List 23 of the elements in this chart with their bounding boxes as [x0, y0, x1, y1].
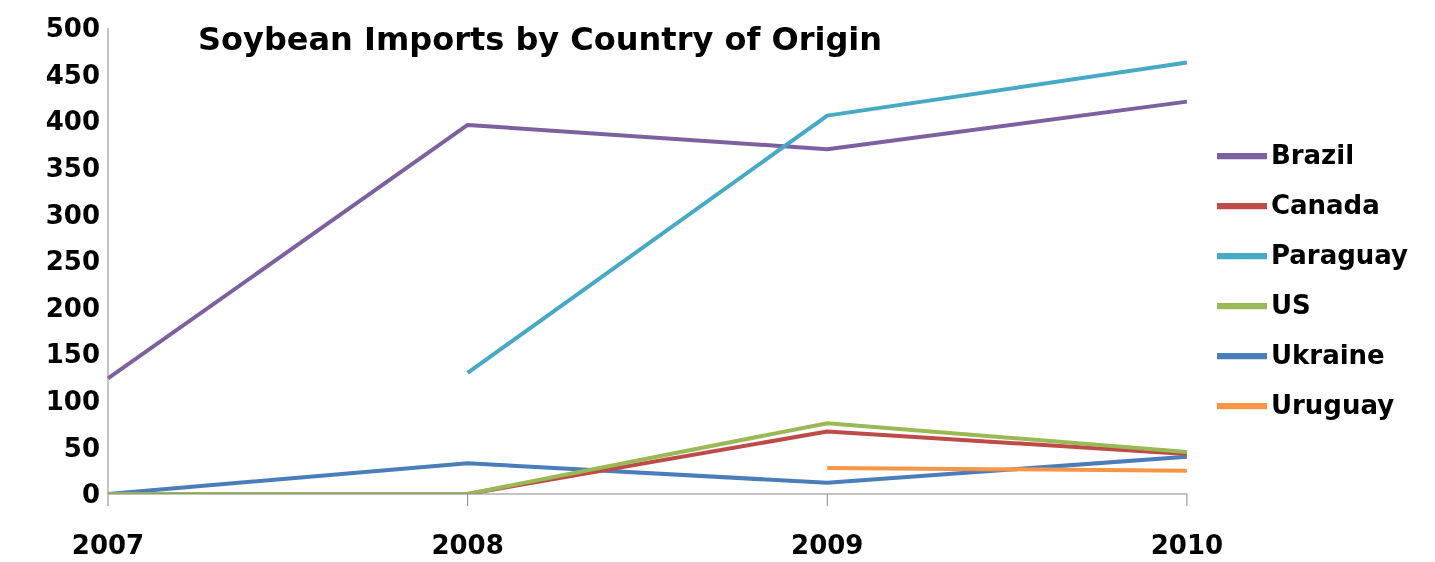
y-tick-label: 300	[45, 199, 100, 230]
y-tick-label: 200	[45, 292, 100, 323]
legend-label: Canada	[1270, 189, 1380, 220]
legend-label: Ukraine	[1270, 339, 1385, 370]
x-tick-label: 2008	[431, 530, 504, 561]
legend-label: Paraguay	[1270, 239, 1408, 270]
x-tick-label: 2009	[791, 530, 864, 561]
line-series	[106, 99, 1189, 381]
x-tick-label: 2010	[1150, 530, 1224, 561]
y-tick-label: 250	[45, 246, 100, 277]
chart-title: Soybean Imports by Country of Origin	[198, 20, 883, 58]
legend-label: US	[1270, 289, 1311, 320]
y-tick-label: 400	[45, 106, 100, 137]
y-tick-label: 150	[45, 339, 100, 370]
x-tick-label: 2007	[71, 530, 145, 561]
y-tick-label: 450	[45, 59, 100, 90]
y-tick-label: 0	[81, 479, 100, 510]
legend-label: Brazil	[1270, 139, 1355, 170]
y-tick-label: 50	[63, 432, 100, 463]
y-tick-label: 500	[45, 13, 100, 44]
y-tick-label: 100	[45, 386, 100, 417]
legend-label: Uruguay	[1270, 389, 1395, 420]
y-tick-label: 350	[45, 153, 100, 184]
